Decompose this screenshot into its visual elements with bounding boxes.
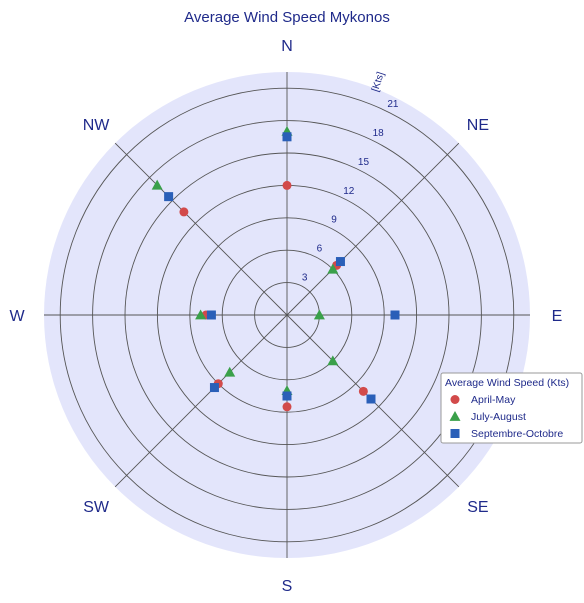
legend-marker-circle [450,395,460,404]
legend-label: July-August [471,411,526,423]
point-square-e [390,310,400,320]
ring-label-3: 3 [302,272,308,283]
data-points [151,125,400,412]
ring-label-9: 9 [331,215,337,226]
chart-title: Average Wind Speed Mykonos [184,9,390,26]
point-square-se [366,394,376,404]
direction-label-ne: NE [467,117,489,134]
direction-label-se: SE [467,499,488,516]
ring-labels: 3 6 9 12 15 18 21 [302,99,399,283]
direction-label-sw: SW [83,499,110,516]
legend-marker-square [450,429,460,438]
legend-label: Septembre-Octobre [471,428,563,440]
legend: Average Wind Speed (Kts) April-May July-A… [440,372,583,444]
point-triangle-e [313,309,325,320]
direction-label-e: E [552,308,563,325]
point-circle-nw [179,207,189,217]
point-triangle-se [327,355,339,366]
point-square-s [282,391,292,401]
direction-labels: N NE E SE S SW W NW [9,38,562,595]
point-triangle-ne [327,263,339,274]
polar-grid [44,72,530,558]
point-square-w [206,310,216,320]
point-square-sw [209,383,219,393]
direction-label-s: S [282,578,293,595]
ring-label-12: 12 [343,186,355,197]
ring-label-18: 18 [373,128,385,139]
point-square-ne [335,257,345,267]
point-triangle-nw [151,179,163,190]
direction-label-w: W [9,308,25,325]
spoke-nw [114,142,288,316]
point-square-nw [164,192,174,202]
spoke-ne [286,142,460,316]
legend-title: Average Wind Speed (Kts) [445,377,569,389]
direction-label-nw: NW [83,117,111,134]
ring-label-21: 21 [387,99,399,110]
unit-label: [Kts] [370,70,387,93]
point-triangle-sw [224,366,236,377]
legend-box [440,372,583,444]
ring-label-15: 15 [358,157,370,168]
legend-label: April-May [471,394,516,406]
point-circle-n [282,180,292,190]
point-circle-se [358,386,368,396]
ring-label-6: 6 [317,243,323,254]
direction-label-n: N [281,38,293,55]
spoke-sw [114,314,288,488]
point-square-n [282,132,292,142]
point-circle-s [282,402,292,412]
legend-marker-triangle [449,411,461,421]
point-triangle-w [195,309,207,320]
